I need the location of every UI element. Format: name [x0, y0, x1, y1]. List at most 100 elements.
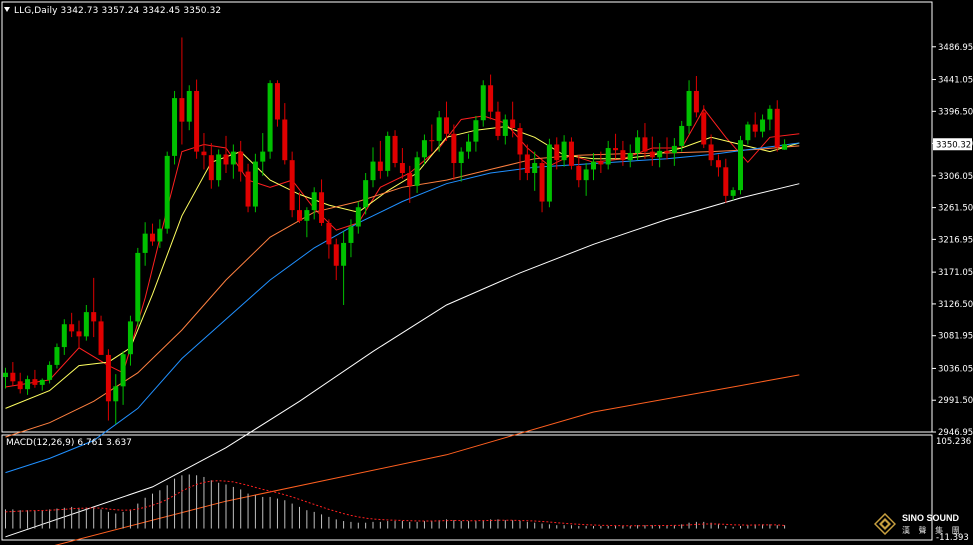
y-tick-label: 3441.05	[938, 76, 973, 86]
candle-body	[120, 354, 126, 387]
y-tick-label: 3216.95	[938, 235, 973, 245]
y-tick-label: 3486.95	[938, 43, 973, 53]
candle-body	[245, 171, 251, 207]
candle-body	[745, 124, 751, 141]
macd-signal-line	[5, 480, 785, 527]
candle-body	[172, 98, 178, 156]
candle-body	[194, 90, 200, 152]
candle-body	[25, 379, 31, 390]
open-value: 3342.73	[60, 6, 99, 16]
candle-body	[333, 244, 339, 266]
candle-body	[216, 154, 222, 181]
candle-body	[605, 148, 611, 165]
candle-body	[289, 160, 295, 211]
candle-body	[319, 192, 325, 223]
candle-body	[355, 207, 361, 227]
candle-body	[686, 90, 692, 126]
candle-body	[583, 169, 589, 181]
chart-frame	[1, 1, 933, 541]
y-tick-label: 2946.95	[938, 428, 973, 438]
candlesticks	[3, 37, 788, 425]
candle-body	[260, 151, 266, 162]
candle-body	[414, 157, 420, 186]
current-price-label: 3350.32	[936, 141, 971, 151]
y-tick-label: 2991.50	[938, 396, 973, 406]
low-value: 3342.45	[142, 6, 181, 16]
candle-body	[466, 141, 472, 152]
candle-body	[715, 160, 721, 168]
ma-line-ma_white	[5, 183, 800, 538]
candle-body	[539, 163, 545, 202]
candle-body	[76, 331, 82, 337]
macd-panel-border	[1, 434, 933, 541]
candle-body	[495, 111, 501, 136]
y-tick-label: 3171.05	[938, 268, 973, 278]
y-tick-label: 3261.50	[938, 204, 973, 214]
candle-body	[363, 180, 369, 208]
candle-body	[760, 119, 766, 132]
candle-body	[591, 161, 596, 170]
high-value: 3357.24	[101, 6, 140, 16]
candle-body	[561, 141, 567, 161]
y-tick-label: 3306.05	[938, 172, 973, 182]
logo-cn: 漢 聲 集 團	[902, 526, 963, 535]
candle-body	[473, 120, 479, 142]
candle-body	[546, 144, 552, 202]
candle-body	[613, 148, 619, 151]
chart-header: LLG,Daily 3342.73 3357.24 3342.45 3350.32	[4, 6, 221, 16]
candle-body	[576, 165, 582, 181]
candle-body	[738, 140, 743, 191]
candle-body	[186, 90, 192, 122]
price-panel-border	[1, 1, 933, 433]
candle-body	[429, 140, 435, 142]
candle-body	[348, 226, 354, 243]
dropdown-triangle-icon[interactable]	[4, 7, 10, 12]
candle-body	[782, 144, 788, 150]
candle-body	[150, 233, 155, 242]
candle-body	[135, 252, 141, 322]
candle-body	[532, 163, 538, 174]
candle-body	[444, 117, 449, 134]
candle-body	[282, 119, 288, 161]
macd-scale-bottom: -11.393	[936, 533, 969, 543]
macd-label: MACD(12,26,9) 6.761 3.637	[6, 438, 132, 448]
candle-body	[17, 381, 23, 390]
y-tick-label: 3396.50	[938, 107, 973, 117]
candle-body	[664, 150, 670, 154]
candle-body	[47, 364, 53, 380]
candle-body	[267, 83, 273, 152]
macd-panel	[5, 474, 786, 529]
candle-body	[341, 242, 347, 266]
candle-body	[774, 108, 780, 148]
price-axis: 3486.953441.053396.503351.503306.053261.…	[932, 43, 973, 438]
current-price-box	[933, 138, 972, 151]
candle-body	[326, 222, 332, 245]
candle-body	[502, 119, 508, 136]
candle-body	[385, 135, 391, 171]
macd-main-value: 6.761	[77, 438, 104, 448]
candle-body	[127, 321, 133, 355]
candle-body	[230, 151, 236, 165]
candle-body	[510, 119, 516, 129]
candle-body	[370, 161, 376, 181]
candle-body	[10, 372, 16, 382]
candle-body	[679, 125, 685, 146]
candle-body	[3, 372, 8, 378]
candle-body	[377, 161, 383, 171]
candle-body	[91, 312, 97, 322]
candle-body	[164, 155, 170, 229]
candle-body	[98, 321, 104, 355]
logo-brand: SINO SOUND	[902, 513, 960, 523]
candle-body	[723, 167, 729, 196]
candle-body	[701, 112, 707, 145]
candle-body	[223, 154, 229, 165]
diamond-logo-icon	[874, 513, 896, 535]
candle-body	[657, 150, 663, 158]
candle-body	[436, 117, 442, 141]
candle-body	[392, 135, 398, 164]
candle-body	[671, 145, 677, 154]
candle-body	[458, 151, 464, 164]
candle-body	[274, 83, 280, 120]
candle-body	[208, 155, 214, 181]
